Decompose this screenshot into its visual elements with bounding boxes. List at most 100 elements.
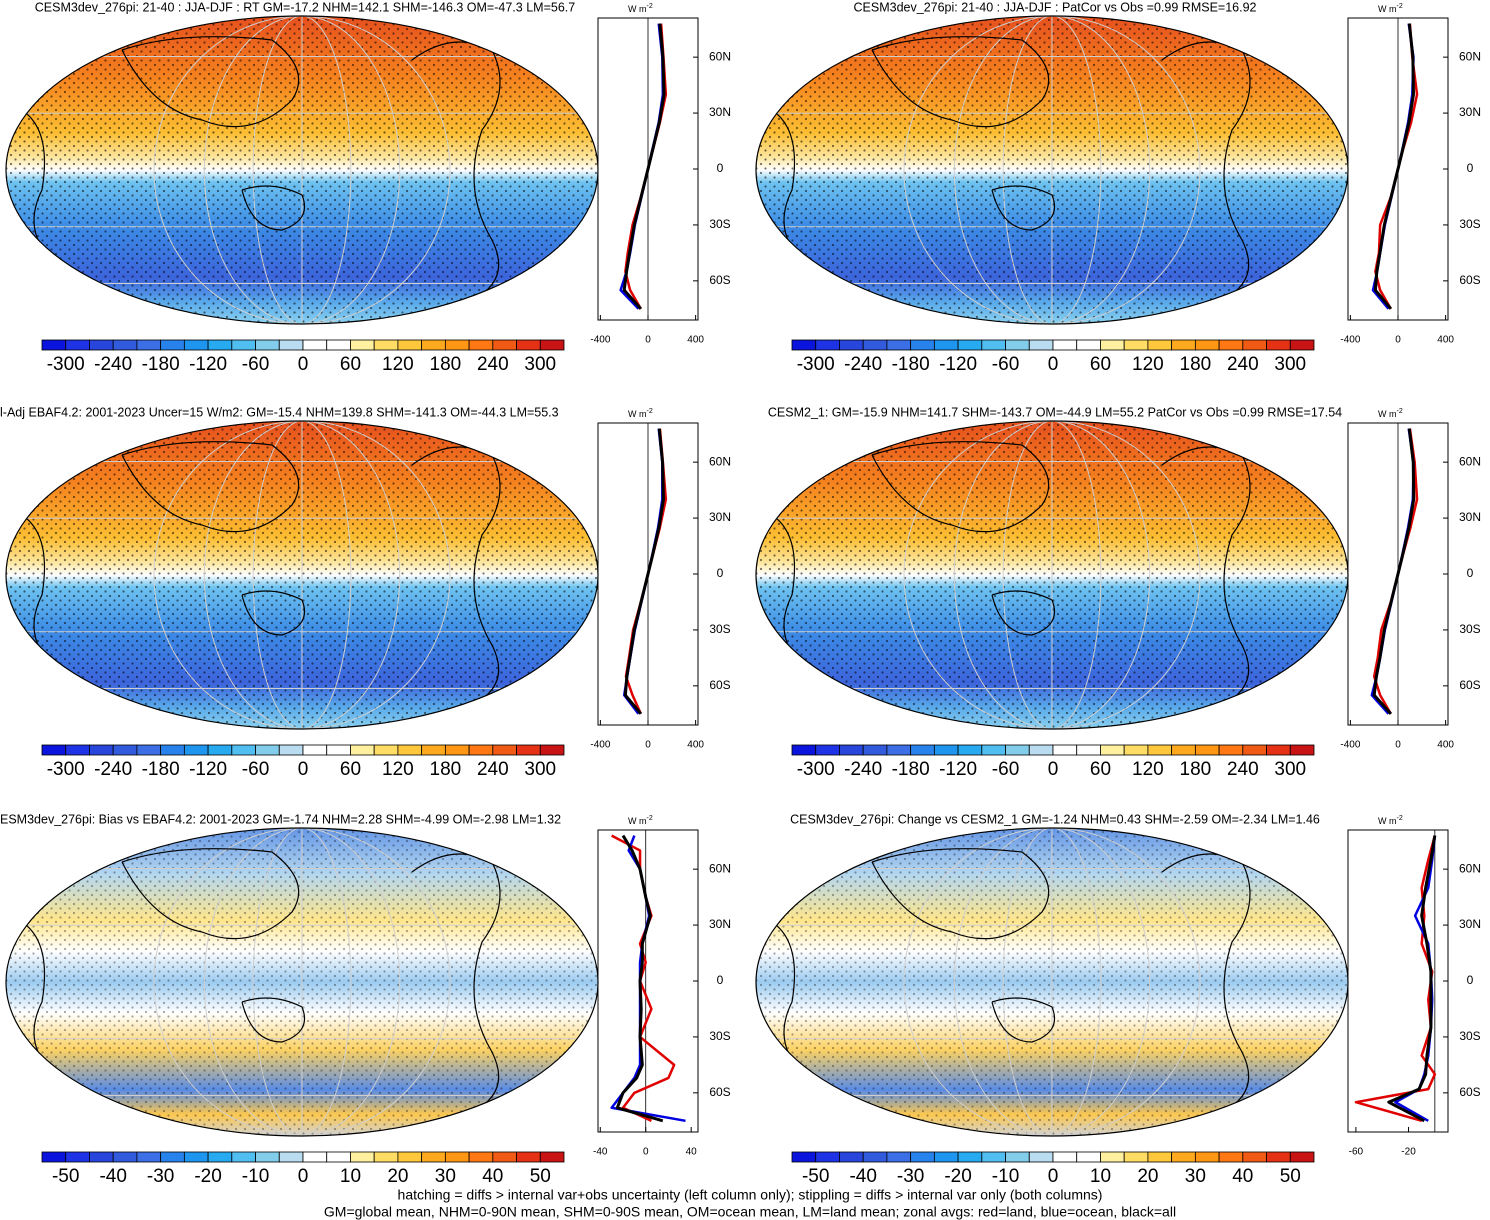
colorbar-box <box>444 744 470 756</box>
map <box>6 16 598 324</box>
colorbar-box <box>1076 744 1101 756</box>
colorbar-label: -50 <box>802 1166 829 1187</box>
colorbar-box <box>862 744 888 756</box>
units-exponent: -2 <box>1397 408 1403 415</box>
colorbar-box <box>839 1151 864 1163</box>
colorbar-box <box>933 744 959 756</box>
y-tick-label: 60S <box>709 1085 730 1099</box>
colorbar-box <box>815 339 840 351</box>
colorbar-box <box>1028 1151 1054 1163</box>
graticule <box>153 421 451 729</box>
y-tick-label: 60N <box>709 49 731 63</box>
x-tick-label: 400 <box>1437 740 1454 751</box>
colorbar-label: -40 <box>849 1166 876 1187</box>
zonal-line <box>624 428 668 715</box>
colorbar-label: -20 <box>944 1166 971 1187</box>
colorbar-box <box>373 1151 399 1163</box>
graticule <box>252 16 352 324</box>
colorbar-box <box>444 1151 470 1163</box>
colorbar-box <box>373 744 399 756</box>
colorbar-label: -10 <box>242 1166 269 1187</box>
colorbar-label: -120 <box>189 759 227 780</box>
colorbar-box <box>1123 744 1149 756</box>
panel: CESM3dev_276pi: 21-40 : JJA-DJF : PatCor… <box>755 0 1481 375</box>
graticule <box>252 828 352 1136</box>
y-tick-label: 30N <box>709 510 731 524</box>
colorbar-box <box>255 744 280 756</box>
y-tick-label: 30N <box>1459 917 1481 931</box>
colorbar-box <box>886 1151 912 1163</box>
colorbar-box <box>468 744 494 756</box>
y-tick-label: 30S <box>709 1029 730 1043</box>
colorbar-label: -120 <box>189 354 227 375</box>
colorbar-box <box>1194 744 1220 756</box>
colorbar-label: -60 <box>992 354 1019 375</box>
y-tick-label: 60N <box>1459 454 1481 468</box>
colorbar-box <box>886 339 912 351</box>
colorbar-box <box>1005 1151 1030 1163</box>
colorbar-box <box>492 339 517 351</box>
colorbar-box <box>1076 1151 1101 1163</box>
graticule <box>953 828 1151 1136</box>
colorbar-box <box>278 339 304 351</box>
graticule <box>153 16 451 324</box>
y-tick-label: 60N <box>1459 861 1481 875</box>
colorbar-box <box>112 339 138 351</box>
x-tick-label: 400 <box>1437 335 1454 346</box>
colorbar-box <box>492 1151 517 1163</box>
colorbar-box <box>957 744 983 756</box>
zonal-line <box>1387 835 1437 1123</box>
y-tick-label: 60N <box>709 454 731 468</box>
colorbar-box <box>183 744 209 756</box>
y-tick-label: 60S <box>709 678 730 692</box>
zonal-line <box>1374 23 1419 310</box>
colorbar-label: -10 <box>992 1166 1019 1187</box>
colorbar-box <box>421 744 446 756</box>
colorbar-box <box>326 1151 351 1163</box>
colorbar-box <box>207 1151 233 1163</box>
colorbar-box <box>278 1151 304 1163</box>
x-tick-label: 40 <box>686 1147 698 1158</box>
x-tick-label: -400 <box>1340 740 1360 751</box>
colorbar-label: 0 <box>298 1166 309 1187</box>
colorbar-box <box>136 1151 162 1163</box>
x-tick-label: 0 <box>1395 740 1401 751</box>
colorbar-box <box>839 339 864 351</box>
colorbar-box <box>468 339 494 351</box>
colorbar-label: 60 <box>1090 759 1111 780</box>
graticule <box>903 421 1201 729</box>
colorbar-box <box>981 1151 1006 1163</box>
colorbar-box <box>183 339 209 351</box>
y-tick-label: 60S <box>1459 678 1480 692</box>
zonal-line <box>615 834 664 1123</box>
colorbar-box <box>1147 744 1173 756</box>
colorbar-box <box>1171 339 1196 351</box>
map <box>6 421 598 729</box>
x-tick-label: 0 <box>645 740 651 751</box>
colorbar-box <box>1289 1151 1315 1163</box>
x-tick-label: -60 <box>1349 1147 1364 1158</box>
colorbar-box <box>862 339 888 351</box>
colorbar-box <box>1147 1151 1173 1163</box>
colorbar-box <box>421 1151 446 1163</box>
colorbar-label: 0 <box>1048 1166 1059 1187</box>
colorbar-box <box>444 339 470 351</box>
colorbar-label: -240 <box>844 354 882 375</box>
colorbar-label: 0 <box>1048 354 1059 375</box>
colorbar-box <box>791 1151 817 1163</box>
colorbar-label: -180 <box>892 759 930 780</box>
zonal-line <box>1373 23 1415 310</box>
colorbar-label: 10 <box>340 1166 361 1187</box>
colorbar-label: -240 <box>94 354 132 375</box>
colorbar-box <box>421 339 446 351</box>
panel-title: l-Adj EBAF4.2: 2001-2023 Uncer=15 W/m2: … <box>0 405 559 419</box>
colorbar-box <box>1052 744 1078 756</box>
y-tick-label: 60S <box>1459 1085 1480 1099</box>
units-base: W m <box>1378 816 1397 826</box>
zonal-line <box>623 428 665 715</box>
colorbar-label: -300 <box>797 759 835 780</box>
colorbar-label: -240 <box>94 759 132 780</box>
colorbar-box <box>350 744 375 756</box>
colorbar-label: 300 <box>524 759 556 780</box>
